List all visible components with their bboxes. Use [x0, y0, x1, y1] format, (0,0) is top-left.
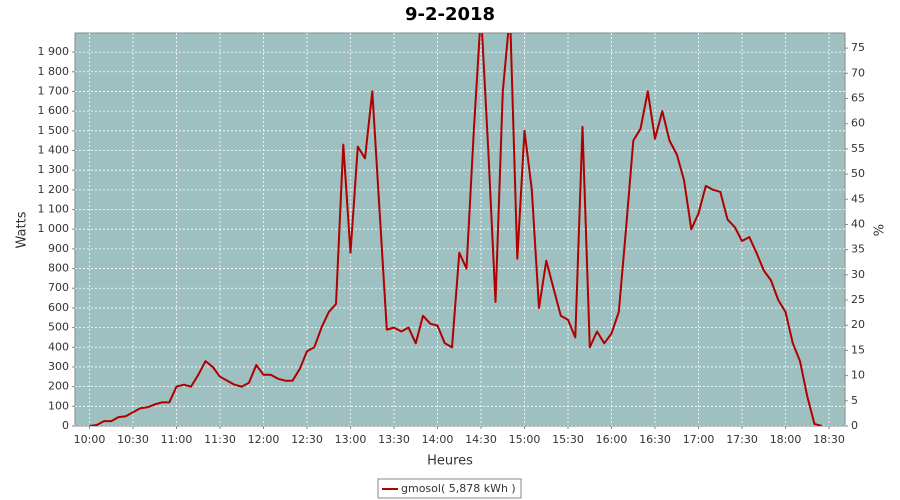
x-axis-label: Heures [427, 454, 473, 469]
legend-label: gmosol( 5,878 kWh ) [401, 482, 516, 495]
x-tick-label: 16:30 [639, 433, 671, 446]
y2-tick-label: 45 [851, 192, 865, 205]
x-tick-label: 15:00 [509, 433, 541, 446]
y-tick-label: 700 [48, 281, 69, 294]
y-tick-label: 900 [48, 242, 69, 255]
x-tick-label: 11:00 [161, 433, 193, 446]
y2-tick-label: 55 [851, 142, 865, 155]
y2-tick-label: 0 [851, 419, 858, 432]
x-tick-label: 15:30 [552, 433, 584, 446]
y-tick-label: 100 [48, 399, 69, 412]
y2-tick-label: 75 [851, 41, 865, 54]
y2-tick-label: 10 [851, 369, 865, 382]
y-tick-label: 400 [48, 340, 69, 353]
y-tick-label: 1 200 [38, 183, 70, 196]
y2-tick-label: 40 [851, 217, 865, 230]
x-tick-label: 12:00 [248, 433, 280, 446]
y2-axis-label: % [873, 224, 888, 236]
y2-tick-label: 20 [851, 318, 865, 331]
y-tick-label: 1 400 [38, 143, 70, 156]
y-tick-label: 1 000 [38, 222, 70, 235]
y2-tick-label: 65 [851, 92, 865, 105]
y2-tick-label: 70 [851, 66, 865, 79]
x-tick-label: 11:30 [204, 433, 236, 446]
x-tick-label: 14:00 [422, 433, 454, 446]
y-tick-label: 300 [48, 360, 69, 373]
x-tick-label: 17:00 [683, 433, 715, 446]
y-tick-label: 1 800 [38, 65, 70, 78]
y2-tick-label: 35 [851, 243, 865, 256]
y2-tick-label: 50 [851, 167, 865, 180]
y-tick-label: 0 [62, 419, 69, 432]
y-tick-label: 800 [48, 262, 69, 275]
x-tick-label: 13:00 [335, 433, 367, 446]
y2-tick-label: 30 [851, 268, 865, 281]
y-tick-label: 600 [48, 301, 69, 314]
y-tick-label: 1 300 [38, 163, 70, 176]
data-line [89, 33, 823, 426]
y-tick-label: 1 500 [38, 124, 70, 137]
x-tick-label: 14:30 [465, 433, 497, 446]
x-tick-label: 16:00 [596, 433, 628, 446]
x-tick-label: 17:30 [726, 433, 758, 446]
y-tick-label: 1 700 [38, 84, 70, 97]
x-tick-label: 10:30 [117, 433, 149, 446]
y2-tick-label: 5 [851, 394, 858, 407]
chart-title: 9-2-2018 [405, 4, 495, 25]
y-axis-label: Watts [15, 211, 30, 248]
y-tick-label: 1 900 [38, 45, 70, 58]
x-tick-label: 18:30 [813, 433, 845, 446]
y-tick-label: 500 [48, 321, 69, 334]
legend [377, 478, 522, 499]
y-tick-label: 200 [48, 380, 69, 393]
y2-tick-label: 60 [851, 117, 865, 130]
y2-tick-label: 25 [851, 293, 865, 306]
x-tick-label: 13:30 [378, 433, 410, 446]
y-tick-label: 1 600 [38, 104, 70, 117]
y2-tick-label: 15 [851, 343, 865, 356]
x-tick-label: 18:00 [770, 433, 802, 446]
y-tick-label: 1 100 [38, 203, 70, 216]
x-tick-label: 10:00 [74, 433, 106, 446]
x-tick-label: 12:30 [291, 433, 323, 446]
